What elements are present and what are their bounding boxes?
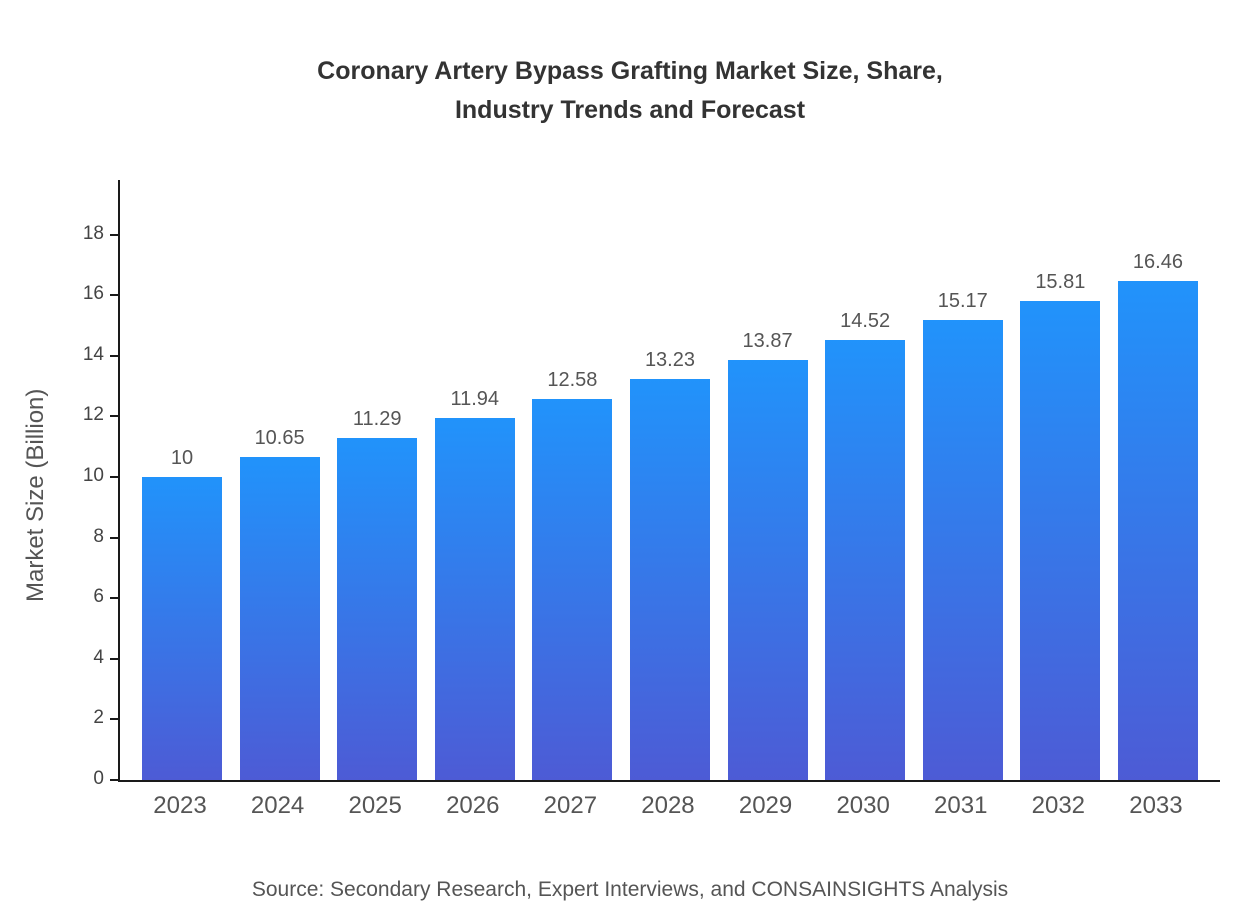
x-tick-label: 2031 [934,792,988,819]
y-tick-mark [110,294,118,297]
source-caption: Source: Secondary Research, Expert Inter… [251,878,1009,901]
y-tick-mark [110,718,118,721]
x-tick-label: 2029 [738,792,793,819]
x-tick-label: 2030 [836,792,890,819]
bar: 10 [142,447,222,780]
x-axis-labels: 2023 2024 2025 2026 2027 2028 2029 2030 2031 2032… [118,792,1218,820]
x-tick-label: 2028 [641,792,695,819]
bar-value-label: 16.46 [1132,251,1183,274]
y-tick-label: 8 [93,525,104,547]
y-tick-mark [110,475,118,478]
bar: 16.46 [1117,251,1198,780]
plot-area: 0 2 4 6 8 10 12 14 16 18 10 10.65 11.29 11.94 12.58 13… [83,180,1220,789]
y-axis-label: Market Size (Billion) [22,388,49,602]
y-tick-label: 12 [82,404,104,426]
bar-value-label: 11.94 [450,388,500,411]
bar: 15.81 [1020,271,1101,780]
bar-value-label: 15.17 [937,290,988,313]
y-tick-mark [110,597,118,600]
bar: 13.23 [629,349,710,780]
y-tick-label: 0 [93,768,104,789]
bar: 13.87 [727,330,808,780]
chart-title: Coronary Artery Bypass Grafting Market S… [317,57,943,124]
x-tick-label: 2024 [250,792,305,819]
y-tick-label: 16 [82,283,104,305]
y-tick-label: 18 [82,222,104,244]
y-tick-mark [110,233,118,236]
y-tick-mark [110,354,118,357]
bar-value-label: 11.29 [352,407,402,430]
y-tick-label: 14 [82,343,104,365]
bars-container: 10 10.65 11.29 11.94 12.58 13.23 13.87 14.52 15.… [120,251,1220,780]
bar-value-label: 15.81 [1035,270,1086,293]
y-tick-label: 2 [93,707,104,729]
bar: 10.65 [239,427,320,780]
y-tick-mark [110,415,118,418]
bar-value-label: 10 [170,447,194,469]
y-tick-label: 6 [93,586,104,608]
bar: 11.94 [434,388,515,780]
bar-value-label: 13.23 [644,349,695,372]
x-tick-label: 2033 [1129,792,1183,819]
bar: 14.52 [825,310,906,780]
y-tick-mark [110,779,118,781]
bar-value-label: 10.65 [254,427,305,450]
y-tick-mark [110,536,118,539]
x-tick-label: 2027 [543,792,598,819]
x-tick-label: 2025 [348,792,402,819]
x-tick-label: 2026 [446,792,500,819]
y-tick-label: 4 [93,646,104,668]
bar: 11.29 [337,408,418,780]
bar-value-label: 12.58 [547,368,598,391]
y-tick-label: 10 [82,464,104,486]
bar: 12.58 [532,369,613,780]
bar-value-label: 13.87 [742,329,793,352]
x-tick-label: 2023 [153,792,207,819]
bar-value-label: 14.52 [840,310,891,332]
bar: 15.17 [922,290,1003,780]
x-tick-label: 2032 [1031,792,1086,819]
y-tick-mark [110,657,118,660]
